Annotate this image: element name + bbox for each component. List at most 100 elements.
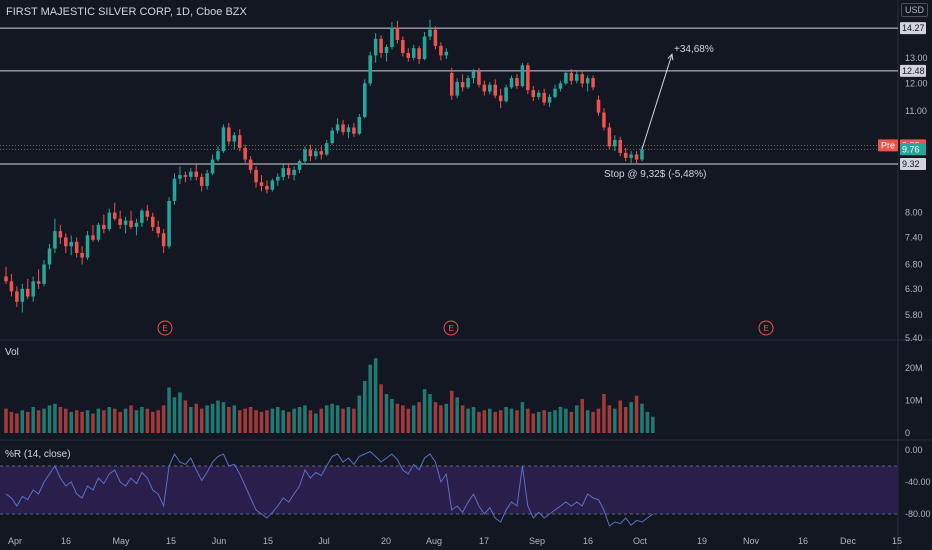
volume-bar — [488, 408, 492, 433]
candle-body — [352, 127, 356, 134]
pre-tag-text: Pre — [881, 140, 895, 150]
volume-bar — [651, 416, 655, 433]
candle-body — [395, 27, 400, 40]
volume-bar — [265, 410, 269, 433]
volume-bar — [455, 397, 459, 433]
candle-body — [585, 78, 590, 84]
volume-bar — [444, 403, 449, 433]
candle-body — [42, 264, 46, 284]
volume-bar — [167, 387, 171, 433]
volume-bar — [64, 408, 68, 433]
volume-bar — [618, 400, 623, 433]
candle-body — [449, 72, 454, 96]
volume-bar — [341, 408, 345, 433]
candle-body — [477, 71, 481, 85]
candle-body — [80, 252, 84, 258]
candle-body — [591, 78, 595, 88]
price-label-box — [900, 143, 926, 156]
candle-body — [515, 78, 519, 87]
time-tick-label: 16 — [61, 536, 71, 546]
candle-body — [151, 216, 155, 227]
candle-body — [498, 95, 503, 102]
candle-body — [74, 241, 79, 253]
candle-body — [422, 36, 427, 60]
volume-bar — [53, 403, 57, 433]
volume-bar — [575, 405, 579, 433]
candle-body — [607, 127, 612, 147]
currency-badge[interactable]: USD — [900, 3, 928, 17]
time-tick-label: 19 — [697, 536, 707, 546]
volume-bar — [596, 408, 601, 433]
volume-bar — [259, 411, 264, 433]
candle-body — [232, 135, 237, 142]
volume-bar — [9, 411, 14, 433]
volume-bar — [580, 398, 584, 433]
candle-body — [363, 83, 367, 117]
candle-body — [618, 139, 623, 153]
candle-body — [216, 151, 220, 160]
price-tick-label: 6.30 — [905, 284, 923, 294]
volume-bar — [25, 411, 30, 433]
price-tick-label: 12.00 — [905, 78, 928, 88]
candle-body — [623, 152, 628, 158]
candle-body — [9, 281, 14, 292]
symbol-title: FIRST MAJESTIC SILVER CORP, 1D, Cboe BZX — [6, 6, 247, 18]
candle-body — [47, 248, 52, 265]
candle-body — [303, 149, 307, 162]
volume-bar — [319, 408, 324, 433]
price-tick-label: 7.40 — [905, 233, 923, 243]
candle-body — [292, 169, 296, 176]
volume-bar — [4, 408, 8, 433]
volume-bar — [145, 408, 150, 433]
volume-bar — [520, 402, 525, 433]
volume-bar — [254, 410, 258, 433]
candle-body — [428, 29, 432, 37]
time-tick-label: Jul — [318, 536, 330, 546]
candle-body — [25, 288, 30, 297]
volume-bar — [15, 413, 19, 433]
volume-bar — [531, 413, 536, 433]
price-label-text: 14.27 — [902, 23, 925, 33]
volume-bar — [428, 394, 432, 433]
candle-body — [444, 51, 449, 56]
candle-body — [640, 149, 644, 160]
earnings-marker-label: E — [448, 324, 453, 333]
projection-arrow-head — [667, 53, 674, 61]
price-tick-label: 5.80 — [905, 310, 923, 320]
candle-body — [471, 71, 476, 79]
time-tick-label: 16 — [583, 536, 593, 546]
candle-body — [69, 241, 73, 247]
volume-bar — [31, 407, 35, 433]
candle-body — [183, 175, 188, 177]
candle-body — [64, 237, 68, 247]
candle-body — [178, 175, 182, 179]
candle-body — [172, 178, 177, 201]
pre-tag-box — [878, 139, 898, 152]
candle-body — [161, 233, 166, 247]
candle-body — [346, 127, 351, 133]
volume-bar — [161, 405, 166, 433]
volume-bar — [69, 411, 73, 433]
candle-body — [167, 200, 171, 247]
candle-body — [20, 288, 25, 302]
williams-tick-label: -40.00 — [905, 477, 931, 487]
volume-tick-label: 0 — [905, 428, 910, 438]
candle-body — [276, 176, 280, 181]
volume-bar — [373, 358, 378, 433]
projection-arrow-line — [641, 54, 673, 150]
williams-tick-label: 0.00 — [905, 445, 923, 455]
candle-body — [575, 74, 579, 81]
volume-bar — [91, 413, 95, 433]
volume-bar — [140, 407, 144, 433]
candle-body — [286, 168, 291, 176]
time-tick-label: Nov — [743, 536, 760, 546]
candle-body — [455, 82, 459, 96]
candle-body — [634, 154, 639, 160]
earnings-marker-circle — [157, 320, 173, 336]
time-tick-label: Dec — [840, 536, 857, 546]
volume-bar — [194, 403, 199, 433]
volume-bar — [112, 408, 117, 433]
volume-bar — [493, 411, 497, 433]
volume-bar — [276, 407, 280, 433]
